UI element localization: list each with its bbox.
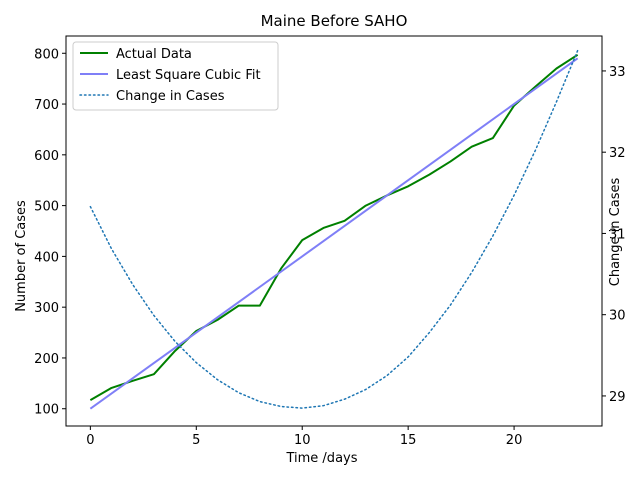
series-line-3	[89, 49, 579, 409]
series-line-1	[89, 53, 579, 401]
y-axis-right: 29 30 31 32 33	[602, 65, 626, 405]
legend: Actual Data Least Square Cubic Fit Change …	[72, 41, 279, 111]
chart-title: Maine Before SAHO	[261, 12, 408, 30]
x-tick-label: 15	[400, 433, 417, 448]
x-axis: 0 5 10 15 20	[86, 426, 522, 448]
plot-frame	[65, 35, 603, 427]
x-tick-label: 5	[192, 433, 200, 448]
y-tick-label: 400	[34, 250, 59, 265]
x-tick-label: 10	[294, 433, 311, 448]
series-line-2	[89, 57, 579, 410]
y-tick-label: 200	[34, 352, 59, 367]
y-tick-label: 500	[34, 200, 59, 215]
y-tick-label: 700	[34, 98, 59, 113]
y2-tick-label: 29	[609, 390, 626, 405]
series-layer	[89, 49, 579, 410]
x-tick-label: 20	[506, 433, 523, 448]
y2-axis-label: Change in Cases	[608, 178, 623, 287]
legend-label-1: Actual Data	[116, 47, 192, 62]
legend-label-3: Change in Cases	[116, 89, 225, 104]
legend-box	[72, 41, 279, 111]
y-tick-label: 600	[34, 149, 59, 164]
y-tick-label: 300	[34, 301, 59, 316]
y-axis-left: 100 200 300 400 500 600 700 800	[34, 47, 66, 418]
y2-tick-label: 30	[609, 309, 626, 324]
y2-tick-label: 33	[609, 65, 626, 80]
x-tick-label: 0	[86, 433, 94, 448]
legend-label-2: Least Square Cubic Fit	[116, 68, 261, 83]
y-axis-label: Number of Cases	[14, 200, 29, 312]
y-tick-label: 100	[34, 403, 59, 418]
y-tick-label: 800	[34, 47, 59, 62]
x-axis-label: Time /days	[285, 451, 357, 466]
y2-tick-label: 32	[609, 146, 626, 161]
y2-tick-label: 31	[609, 227, 626, 242]
